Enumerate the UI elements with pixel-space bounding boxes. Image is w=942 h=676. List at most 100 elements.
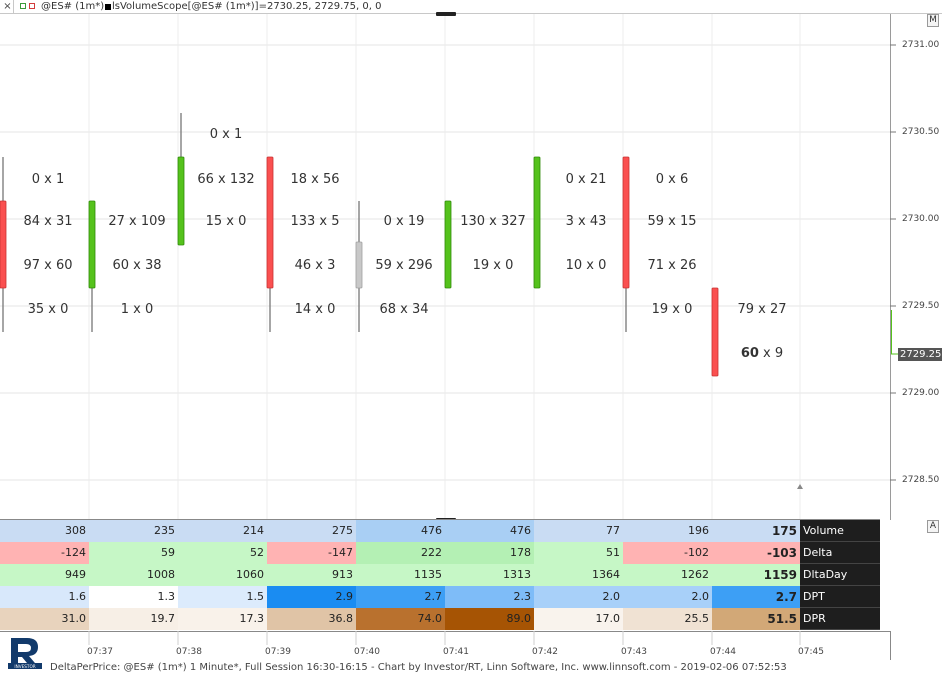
candle-body [622,156,630,289]
cluster-label: 71 x 26 [647,258,697,273]
table-cell: -147 [267,542,356,564]
table-cell: 1.6 [0,586,89,608]
table-cell: 2.7 [356,586,445,608]
table-row: 1.6 1.3 1.5 2.9 2.7 2.3 2.0 2.0 2.7 DPT [0,586,880,608]
table-cell: 2.0 [623,586,712,608]
table-cell: 2.0 [534,586,623,608]
cluster-label: 0 x 21 [565,172,607,187]
table-row: -124 59 52 -147 222 178 51 -102 -103 Delta [0,542,880,564]
table-cell: 222 [356,542,445,564]
table-row-name: Delta [800,542,880,564]
price-tick-label: 2730.50 [902,127,940,137]
table-cell: 235 [89,520,178,542]
table-cell: 1364 [534,564,623,586]
table-cell: 1060 [178,564,267,586]
table-cell: 77 [534,520,623,542]
cluster-label: 0 x 1 [31,172,65,187]
cluster-label: 0 x 19 [383,214,425,229]
cluster-label: 97 x 60 [23,258,73,273]
close-icon[interactable]: × [2,0,14,13]
candle-body [177,156,185,246]
cluster-label: 1 x 0 [120,302,154,317]
cluster-label: 10 x 0 [565,258,607,273]
green-square-icon [20,3,26,9]
table-cell: 1008 [89,564,178,586]
price-tick-label: 2730.00 [902,214,940,224]
table-cell: 476 [356,520,445,542]
candle-body [0,200,7,289]
cluster-label: 68 x 34 [379,302,429,317]
candle-body [88,200,96,289]
cluster-label: 35 x 0 [27,302,69,317]
time-tick-label: 07:44 [710,647,736,657]
cursor-marker [797,484,803,489]
cluster-label: 130 x 327 [460,214,526,229]
time-tick-label: 07:39 [265,647,291,657]
table-cell: 51 [534,542,623,564]
table-row-name: Volume [800,520,880,542]
footer-caption: DeltaPerPrice: @ES# (1m*) 1 Minute*, Ful… [50,662,787,673]
table-cell: 1159 [712,564,800,586]
cluster-label: 0 x 1 [209,127,243,142]
candle-body [355,241,363,289]
study-label[interactable]: lsVolumeScope[@ES# (1m*)]=2730.25, 2729.… [112,1,382,12]
current-price-marker: 2729.25 [898,348,942,361]
table-cell: 2.3 [445,586,534,608]
cluster-label: 79 x 27 [737,302,787,317]
cluster-label: 15 x 0 [205,214,247,229]
price-tick-label: 2729.50 [902,301,940,311]
cluster-label: 84 x 31 [23,214,73,229]
time-tick-label: 07:38 [176,647,202,657]
price-tick-label: 2728.50 [902,475,940,485]
cluster-label-bold: 60 [740,346,759,361]
table-cell: 74.0 [356,608,445,630]
price-axis-button-top[interactable]: M [927,14,939,27]
pane-resize-handle [436,12,456,16]
cluster-label: 46 x 3 [294,258,336,273]
table-cell: 51.5 [712,608,800,630]
cluster-label: 3 x 43 [565,214,607,229]
candle-body [444,200,452,289]
cluster-label: 27 x 109 [108,214,166,229]
table-cell: 31.0 [0,608,89,630]
chart-title-bar: × @ES# (1m*) lsVolumeScope[@ES# (1m*)]=2… [0,0,942,14]
time-tick-label: 07:40 [354,647,380,657]
table-cell: -102 [623,542,712,564]
time-tick-label: 07:42 [532,647,558,657]
time-tick-label: 07:45 [798,647,824,657]
cluster-label: 66 x 132 [197,172,255,187]
table-cell: 949 [0,564,89,586]
time-tick-label: 07:41 [443,647,469,657]
price-tick-label: 2729.00 [902,388,940,398]
table-cell: 1262 [623,564,712,586]
red-square-icon [29,3,35,9]
table-cell: 52 [178,542,267,564]
cluster-label: 133 x 5 [290,214,340,229]
table-cell: 476 [445,520,534,542]
table-cell: 36.8 [267,608,356,630]
cluster-label: 19 x 0 [472,258,514,273]
cluster-label: 0 x 6 [655,172,689,187]
table-cell: 1135 [356,564,445,586]
candle-body [711,287,719,377]
table-cell: -103 [712,542,800,564]
table-cell: 19.7 [89,608,178,630]
cluster-label: 59 x 15 [647,214,697,229]
table-cell: 2.9 [267,586,356,608]
table-cell: 17.0 [534,608,623,630]
time-tick-label: 07:37 [87,647,113,657]
cluster-label: 60 x 38 [112,258,162,273]
study-color-icon [105,4,111,10]
symbol-label[interactable]: @ES# (1m*) [41,1,105,12]
table-cell: 175 [712,520,800,542]
table-cell: 25.5 [623,608,712,630]
cluster-label: 59 x 296 [375,258,433,273]
cluster-label: 19 x 0 [651,302,693,317]
linn-logo: INVESTOR [8,638,42,669]
cluster-label: 18 x 56 [290,172,340,187]
price-axis-button-bottom[interactable]: A [927,520,939,533]
table-cell: 1313 [445,564,534,586]
candle-body [533,156,541,289]
time-tick-label: 07:43 [621,647,647,657]
